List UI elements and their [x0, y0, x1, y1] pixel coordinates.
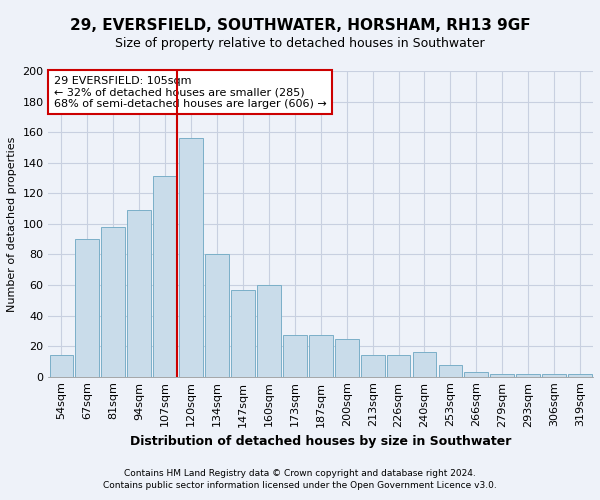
- Bar: [101, 227, 125, 376]
- Bar: [76, 239, 100, 376]
- Y-axis label: Number of detached properties: Number of detached properties: [7, 136, 17, 312]
- Bar: [361, 356, 385, 376]
- Text: 29 EVERSFIELD: 105sqm
← 32% of detached houses are smaller (285)
68% of semi-det: 29 EVERSFIELD: 105sqm ← 32% of detached …: [54, 76, 326, 108]
- Bar: [413, 352, 436, 376]
- Bar: [153, 176, 177, 376]
- Bar: [335, 338, 359, 376]
- X-axis label: Distribution of detached houses by size in Southwater: Distribution of detached houses by size …: [130, 435, 511, 448]
- Bar: [127, 210, 151, 376]
- Bar: [257, 285, 281, 376]
- Bar: [50, 356, 73, 376]
- Bar: [386, 356, 410, 376]
- Bar: [516, 374, 540, 376]
- Bar: [439, 364, 463, 376]
- Bar: [231, 290, 255, 376]
- Bar: [464, 372, 488, 376]
- Text: Contains public sector information licensed under the Open Government Licence v3: Contains public sector information licen…: [103, 481, 497, 490]
- Bar: [309, 336, 332, 376]
- Text: 29, EVERSFIELD, SOUTHWATER, HORSHAM, RH13 9GF: 29, EVERSFIELD, SOUTHWATER, HORSHAM, RH1…: [70, 18, 530, 32]
- Bar: [179, 138, 203, 376]
- Text: Size of property relative to detached houses in Southwater: Size of property relative to detached ho…: [115, 38, 485, 51]
- Bar: [568, 374, 592, 376]
- Bar: [542, 374, 566, 376]
- Bar: [205, 254, 229, 376]
- Bar: [490, 374, 514, 376]
- Text: Contains HM Land Registry data © Crown copyright and database right 2024.: Contains HM Land Registry data © Crown c…: [124, 468, 476, 477]
- Bar: [283, 336, 307, 376]
